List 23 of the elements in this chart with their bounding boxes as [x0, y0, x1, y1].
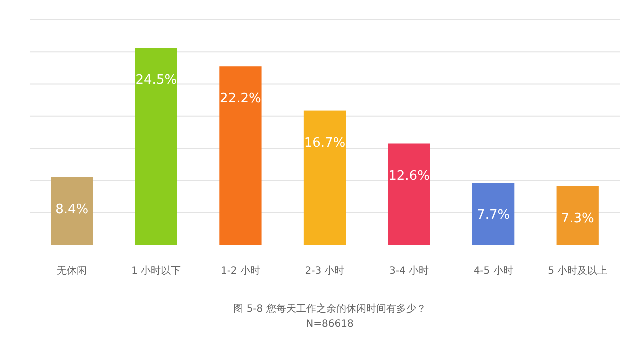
x-tick-label: 5 小时及以上: [548, 265, 608, 277]
data-label: 7.3%: [561, 211, 594, 226]
x-tick-label: 无休闲: [57, 265, 88, 277]
bar: [388, 144, 430, 245]
bar: [556, 186, 599, 245]
data-label: 8.4%: [56, 202, 89, 218]
caption: 图 5-8 您每天工作之余的休闲时间有多少？: [234, 303, 426, 315]
bar: [51, 178, 94, 245]
data-label: 7.7%: [477, 208, 510, 224]
text: N=86618: [306, 319, 354, 330]
data-label: 22.2%: [220, 92, 262, 107]
bar: [304, 110, 346, 245]
bar: [135, 48, 178, 245]
x-tick-label: 1-2 小时: [220, 265, 260, 277]
data-label: 12.6%: [388, 168, 430, 184]
data-label: 16.7%: [304, 136, 346, 151]
x-tick-label: 1 小时以下: [132, 265, 182, 277]
x-tick-label: 3-4 小时: [390, 265, 430, 277]
x-tick-label: 4-5 小时: [474, 265, 514, 277]
data-label: 24.5%: [136, 73, 178, 88]
x-tick-label: 2-3 小时: [305, 265, 345, 277]
bar: [220, 66, 262, 245]
bar: [472, 183, 515, 245]
